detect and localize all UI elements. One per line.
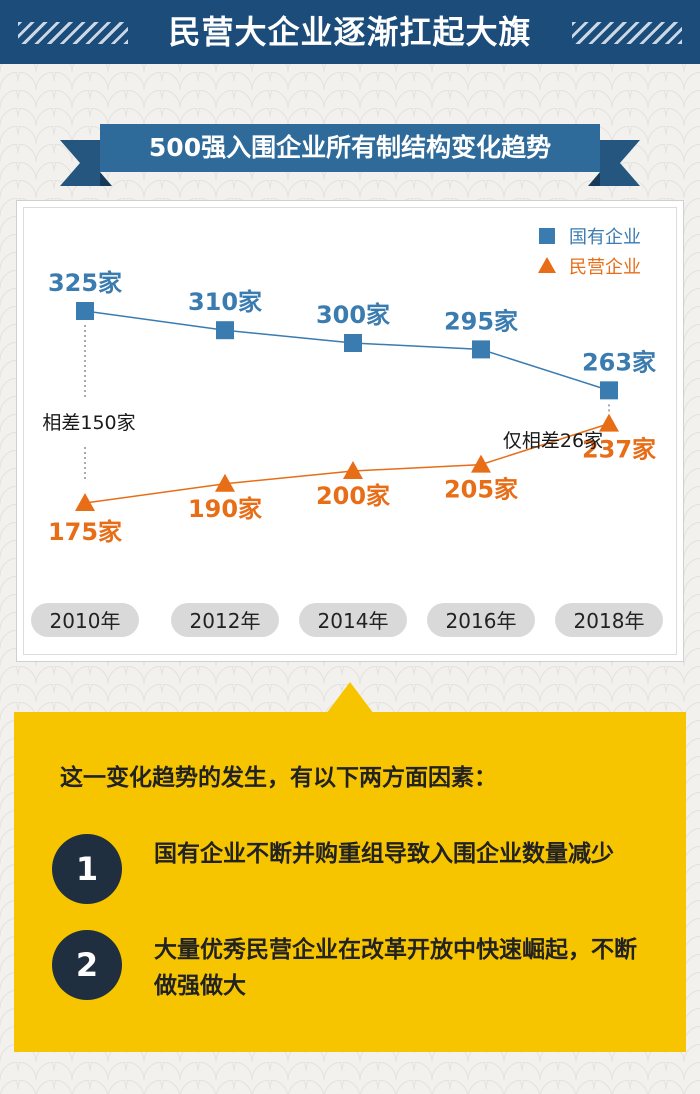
reason-number-badge: 2 [52, 930, 122, 1000]
header-hatch-right [572, 22, 682, 44]
data-point-private [599, 413, 619, 432]
data-point-private [215, 473, 235, 492]
x-tick-pill [31, 603, 139, 637]
page-title: 民营大企业逐渐扛起大旗 [168, 13, 532, 51]
data-point-state [600, 381, 618, 400]
data-label: 300家 [316, 301, 390, 329]
x-tick-label: 2014年 [318, 609, 389, 633]
legend-label-private: 民营企业 [569, 257, 641, 278]
legend-marker-private [538, 257, 556, 273]
subtitle-ribbon: 500强入围企业所有制结构变化趋势 [60, 110, 640, 198]
x-tick-pill [171, 603, 279, 637]
reasons-intro: 这一变化趋势的发生，有以下两方面因素： [60, 765, 497, 791]
header-band: 民营大企业逐渐扛起大旗 [0, 0, 700, 64]
data-point-state [76, 302, 94, 320]
gap-annotation-2018: 仅相差26家 [503, 430, 603, 452]
x-tick-label: 2016年 [446, 609, 517, 633]
header-hatch-left [18, 22, 128, 44]
data-label: 295家 [444, 307, 518, 335]
chart-subtitle: 500强入围企业所有制结构变化趋势 [148, 133, 552, 162]
chart-inner-border [23, 207, 677, 655]
legend-label-state: 国有企业 [569, 227, 641, 248]
gap-annotation-2010: 相差150家 [42, 412, 135, 434]
data-label: 325家 [48, 269, 122, 297]
x-tick-label: 2010年 [50, 609, 121, 633]
data-label: 205家 [444, 476, 518, 504]
x-tick-label: 2018年 [574, 609, 645, 633]
data-label: 190家 [188, 495, 262, 523]
ribbon-shape [60, 124, 640, 186]
x-tick-pill [299, 603, 407, 637]
data-label: 263家 [582, 348, 656, 376]
x-tick-label: 2012年 [190, 609, 261, 633]
reason-text: 大量优秀民营企业在改革开放中快速崛起，不断做强做大 [154, 937, 637, 999]
data-label: 200家 [316, 482, 390, 510]
x-tick-pill [427, 603, 535, 637]
data-point-private [471, 454, 491, 473]
data-point-private [75, 493, 95, 511]
data-point-state [472, 340, 490, 359]
x-tick-pill [555, 603, 663, 637]
data-label: 310家 [188, 288, 262, 316]
data-point-state [216, 321, 234, 340]
chart-card: 325家 310家 300家 295家 263家 175家 190家 200家 205家 237家… [16, 200, 684, 662]
data-point-state [344, 334, 362, 352]
legend-marker-state [539, 228, 555, 244]
panel-pointer [326, 682, 374, 714]
data-point-private [343, 461, 363, 479]
line-chart: 325家 310家 300家 295家 263家 175家 190家 200家 205家 237家… [31, 227, 663, 637]
data-label: 237家 [582, 436, 656, 464]
reason-text: 国有企业不断并购重组导致入围企业数量减少 [154, 841, 614, 867]
reason-number-badge: 1 [52, 834, 122, 904]
data-label: 175家 [48, 518, 122, 546]
reasons-panel: 这一变化趋势的发生，有以下两方面因素： 1 国有企业不断并购重组导致入围企业数量… [14, 712, 686, 1052]
